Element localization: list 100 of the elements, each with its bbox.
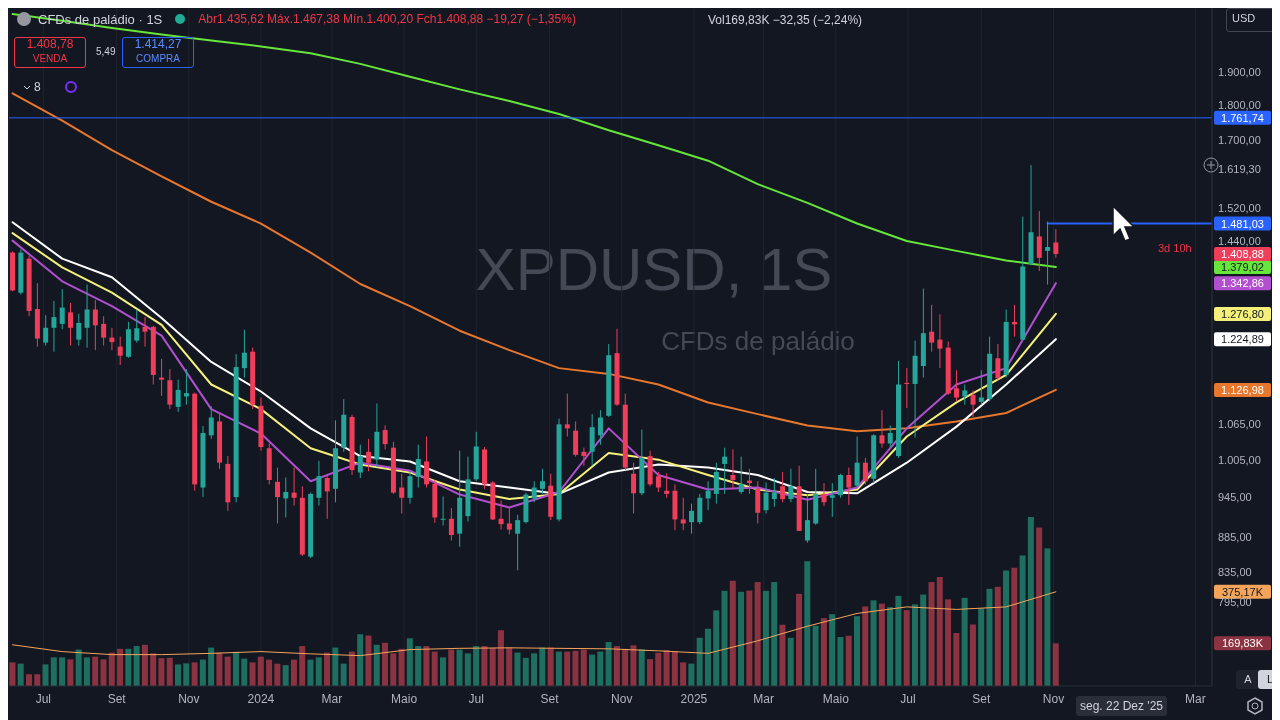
candlestick: [208, 405, 214, 440]
candlestick: [705, 480, 711, 511]
candlestick: [929, 304, 935, 353]
line-series: [11, 92, 1057, 433]
y-tick-label: 1.520,00: [1218, 201, 1261, 214]
y-tick-label: 1.005,00: [1218, 453, 1261, 466]
candlestick: [730, 448, 736, 490]
annotation: VENDA: [31, 53, 69, 65]
candlestick: [597, 409, 603, 446]
candlestick: [581, 447, 587, 467]
x-tick-label: Mar: [1185, 691, 1206, 706]
candlestick: [407, 470, 413, 505]
candlestick: [175, 379, 181, 413]
candlestick: [763, 481, 769, 514]
x-tick-label: Maio: [391, 691, 418, 706]
x-tick-label: Set: [107, 691, 127, 706]
candlestick: [1036, 210, 1042, 272]
candlestick: [954, 369, 959, 402]
candlestick: [159, 358, 165, 397]
candlestick: [283, 476, 289, 518]
candlestick: [713, 462, 719, 505]
y-tick-label: 1.276,80: [1221, 307, 1264, 320]
candlestick: [539, 468, 545, 495]
y-tick-label: 835,00: [1218, 566, 1252, 579]
candlestick: [631, 462, 637, 514]
candlestick: [183, 368, 189, 406]
candlestick: [788, 468, 794, 503]
candlestick: [275, 467, 281, 524]
annotation: 8: [34, 80, 41, 95]
candlestick: [291, 467, 297, 507]
y-tick-label: 885,00: [1218, 531, 1252, 544]
text: A: [1236, 670, 1260, 690]
x-tick-label: 2024: [247, 691, 275, 706]
x-tick-label: Jul: [35, 691, 51, 706]
text: USD: [1232, 12, 1256, 26]
candlestick: [995, 343, 1001, 381]
candlestick: [962, 384, 968, 406]
candlestick: [738, 456, 744, 495]
candlestick: [399, 473, 405, 514]
candlestick: [43, 314, 49, 347]
y-tick-label: 945,00: [1218, 491, 1252, 504]
candlestick: [134, 309, 140, 344]
x-tick-label: Nov: [178, 691, 200, 706]
candlestick: [92, 299, 98, 351]
candlestick: [1053, 228, 1059, 259]
candlestick: [506, 506, 512, 535]
line-series: [12, 591, 1057, 657]
chart-subtitle: Abr1.435,62 Máx.1.467,38 Mín.1.400,20 Fch1.408,88 −19,27 (−1,35%): [198, 12, 576, 26]
annotation: COMPRA: [135, 53, 181, 65]
annotation: 1.408,78: [25, 37, 75, 52]
candlestick: [804, 493, 810, 544]
x-tick-label: Jul: [468, 691, 484, 706]
x-tick-label: Nov: [611, 691, 633, 706]
candlestick: [879, 409, 885, 449]
y-tick-label: 1.619,30: [1218, 163, 1261, 176]
y-tick-label: 1.700,00: [1218, 133, 1261, 146]
candlestick: [821, 482, 827, 507]
y-tick-label: 1.900,00: [1218, 65, 1261, 78]
candlestick: [448, 507, 454, 542]
candlestick: [887, 424, 893, 449]
candlestick: [862, 457, 868, 485]
candlestick: [76, 313, 82, 347]
y-tick-label: 1.224,89: [1221, 333, 1264, 346]
candlestick: [415, 444, 421, 489]
x-tick-label: Maio: [822, 691, 850, 706]
x-tick-label: 2025: [680, 691, 708, 706]
candlestick: [51, 300, 57, 353]
candlestick: [978, 369, 984, 406]
annotation: 3d 10h: [1158, 242, 1192, 256]
candlestick: [829, 482, 835, 518]
annotation: 1.414,27: [133, 37, 183, 52]
candlestick: [937, 313, 943, 369]
y-tick-label: 1.800,00: [1218, 98, 1261, 111]
candlestick: [142, 316, 148, 348]
candlestick: [59, 288, 65, 330]
candlestick: [771, 477, 777, 508]
candlestick: [498, 499, 504, 531]
y-tick-label: 1.126,98: [1221, 383, 1264, 396]
candlestick: [664, 472, 670, 499]
annotation: Vol169,83K −32,35 (−2,24%): [708, 13, 863, 28]
candlestick: [564, 393, 570, 437]
x-tick-label: Jul: [900, 691, 916, 706]
candlestick: [366, 438, 372, 472]
candlestick: [382, 424, 388, 450]
text: L: [1265, 672, 1273, 687]
candlestick: [531, 480, 537, 503]
ref-line-label: 1.761,74: [1221, 111, 1264, 124]
candlestick: [838, 473, 844, 499]
candlestick: [316, 460, 322, 507]
candlestick: [84, 283, 90, 349]
y-tick-label: 1.379,02: [1221, 260, 1264, 273]
y2-tick-label: 169,83K: [1222, 637, 1264, 650]
y2-tick-label: 375,17K: [1222, 585, 1264, 598]
candlestick: [970, 389, 976, 418]
candlestick: [424, 435, 430, 489]
candlestick: [117, 336, 123, 366]
x-tick-label: Mar: [753, 691, 775, 706]
candlestick: [101, 315, 107, 347]
text: seg. 22 Dez '25: [1076, 696, 1168, 717]
x-tick-label: Mar: [321, 691, 343, 706]
